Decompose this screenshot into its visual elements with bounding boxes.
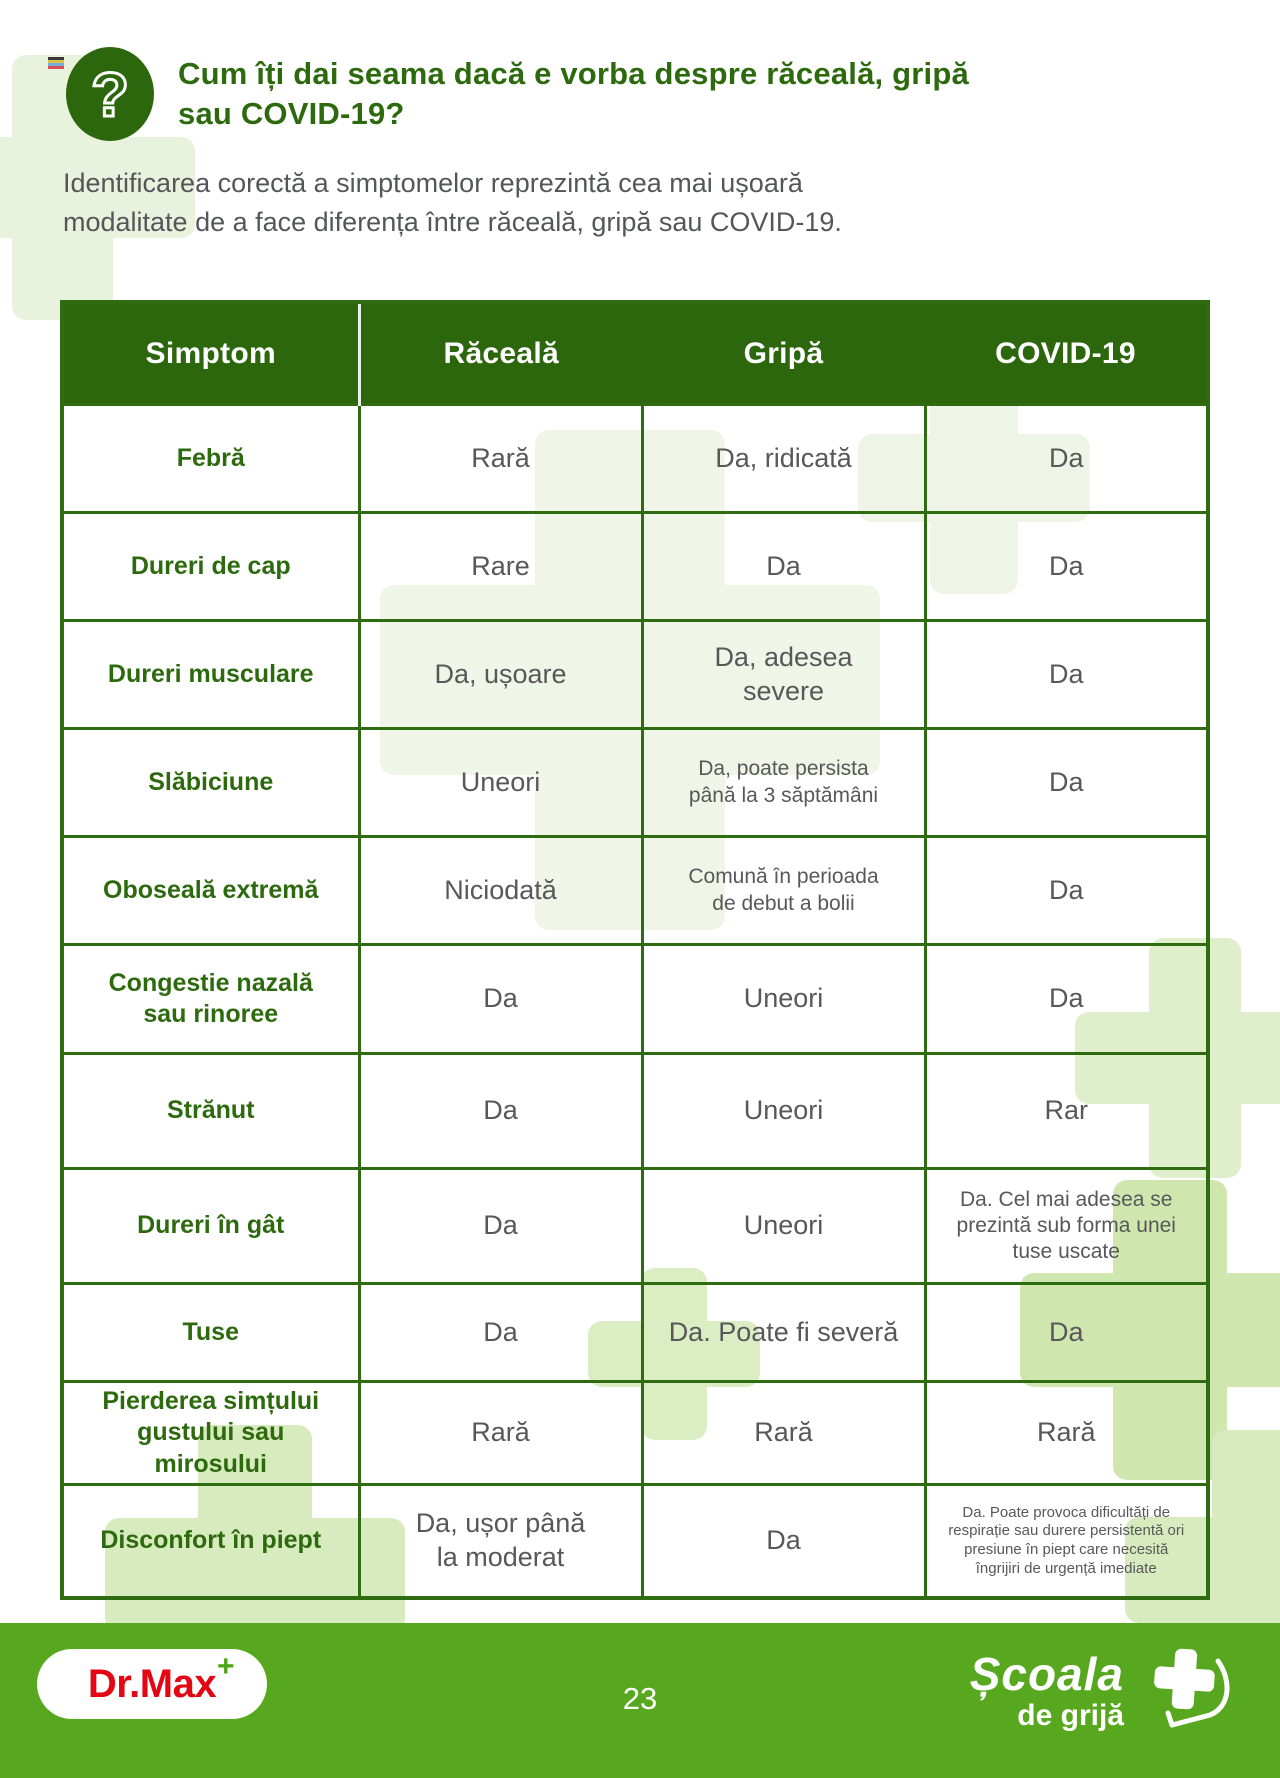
page-header: ? Cum îți dai seama dacă e vorba despre … bbox=[64, 46, 969, 147]
gripa-value: Da, poate persista până la 3 săptămâni bbox=[640, 727, 927, 838]
covid-value: Da bbox=[923, 1282, 1210, 1383]
table-row: Febră Rară Da, ridicată Da bbox=[60, 403, 1210, 514]
covid-value: Rară bbox=[923, 1380, 1210, 1486]
table-row: Strănut Da Uneori Rar bbox=[60, 1052, 1210, 1170]
scoala-logo-line1: Școala bbox=[969, 1648, 1124, 1700]
page-number: 23 bbox=[622, 1681, 658, 1716]
raceala-value: Rare bbox=[357, 511, 644, 622]
symptom-label: Pierderea simțului gustului sau mirosulu… bbox=[60, 1380, 361, 1486]
raceala-value: Da bbox=[357, 943, 644, 1055]
symptom-label: Dureri musculare bbox=[60, 619, 361, 730]
gripa-value: Uneori bbox=[640, 943, 927, 1055]
raceala-value: Da bbox=[357, 1282, 644, 1383]
gripa-value: Da bbox=[640, 1483, 927, 1600]
drmax-logo-text: Dr.Max + bbox=[87, 1649, 235, 1706]
gripa-value: Da. Poate fi severă bbox=[640, 1282, 927, 1383]
raceala-value: Rară bbox=[357, 403, 644, 514]
booklet-plus-icon bbox=[1154, 1648, 1230, 1728]
gripa-value: Da, ridicată bbox=[640, 403, 927, 514]
covid-value: Da bbox=[923, 511, 1210, 622]
column-header-simptom: Simptom bbox=[62, 302, 361, 405]
raceala-value: Da bbox=[357, 1167, 644, 1285]
scoala-logo-line2: de grijă bbox=[1017, 1699, 1124, 1732]
page-title: Cum îți dai seama dacă e vorba despre ră… bbox=[178, 54, 969, 134]
covid-value: Da. Cel mai adesea se prezintă sub forma… bbox=[923, 1167, 1210, 1285]
covid-value: Da bbox=[923, 727, 1210, 838]
color-calibration-mark bbox=[48, 57, 64, 69]
intro-line2: modalitate de a face diferența între răc… bbox=[63, 207, 842, 237]
scoala-de-grija-logo: Școala de grijă bbox=[970, 1645, 1230, 1737]
symptom-label: Dureri de cap bbox=[60, 511, 361, 622]
drmax-logo: Dr.Max + bbox=[37, 1649, 267, 1719]
column-header-raceala: Răceală bbox=[359, 302, 642, 405]
raceala-value: Da, ușoare bbox=[357, 619, 644, 730]
column-header-covid: COVID-19 bbox=[925, 302, 1208, 405]
table-row: Slăbiciune Uneori Da, poate persista pân… bbox=[60, 727, 1210, 838]
symptom-label: Dureri în gât bbox=[60, 1167, 361, 1285]
intro-line1: Identificarea corectă a simptomelor repr… bbox=[63, 168, 803, 198]
covid-value: Da. Poate provoca dificultăți de respira… bbox=[923, 1483, 1210, 1600]
symptom-label: Strănut bbox=[60, 1052, 361, 1170]
gripa-value: Uneori bbox=[640, 1052, 927, 1170]
table-row: Congestie nazală sau rinoree Da Uneori D… bbox=[60, 943, 1210, 1055]
column-header-gripa: Gripă bbox=[642, 302, 925, 405]
gripa-value: Uneori bbox=[640, 1167, 927, 1285]
gripa-value: Da, adesea severe bbox=[640, 619, 927, 730]
table-header-row: Simptom Răceală Gripă COVID-19 bbox=[62, 302, 1208, 405]
covid-value: Da bbox=[923, 403, 1210, 514]
table-row: Dureri musculare Da, ușoare Da, adesea s… bbox=[60, 619, 1210, 730]
question-glyph: ? bbox=[91, 61, 129, 130]
table-row: Pierderea simțului gustului sau mirosulu… bbox=[60, 1380, 1210, 1486]
gripa-value: Comună în perioada de debut a bolii bbox=[640, 835, 927, 946]
page-title-line1: Cum îți dai seama dacă e vorba despre ră… bbox=[178, 56, 969, 91]
symptom-label: Slăbiciune bbox=[60, 727, 361, 838]
raceala-value: Da, ușor până la moderat bbox=[357, 1483, 644, 1600]
intro-paragraph: Identificarea corectă a simptomelor repr… bbox=[63, 164, 1063, 242]
table-row: Dureri în gât Da Uneori Da. Cel mai ades… bbox=[60, 1167, 1210, 1285]
symptom-label: Febră bbox=[60, 403, 361, 514]
table-row: Tuse Da Da. Poate fi severă Da bbox=[60, 1282, 1210, 1383]
symptom-comparison-table: Simptom Răceală Gripă COVID-19 Febră Rar… bbox=[60, 300, 1210, 1600]
covid-value: Da bbox=[923, 943, 1210, 1055]
footer-bar: Dr.Max + 23 Școala de grijă bbox=[0, 1623, 1280, 1778]
gripa-value: Rară bbox=[640, 1380, 927, 1486]
symptom-label: Tuse bbox=[60, 1282, 361, 1383]
table-row: Oboseală extremă Niciodată Comună în per… bbox=[60, 835, 1210, 946]
gripa-value: Da bbox=[640, 511, 927, 622]
raceala-value: Rară bbox=[357, 1380, 644, 1486]
symptom-label: Oboseală extremă bbox=[60, 835, 361, 946]
page-title-line2: sau COVID-19? bbox=[178, 96, 405, 131]
drmax-plus-icon: + bbox=[217, 1649, 235, 1683]
table-row: Dureri de cap Rare Da Da bbox=[60, 511, 1210, 622]
covid-value: Rar bbox=[923, 1052, 1210, 1170]
raceala-value: Niciodată bbox=[357, 835, 644, 946]
covid-value: Da bbox=[923, 835, 1210, 946]
question-mark-icon: ? bbox=[64, 46, 156, 147]
covid-value: Da bbox=[923, 619, 1210, 730]
raceala-value: Uneori bbox=[357, 727, 644, 838]
raceala-value: Da bbox=[357, 1052, 644, 1170]
symptom-label: Disconfort în piept bbox=[60, 1483, 361, 1600]
table-row: Disconfort în piept Da, ușor până la mod… bbox=[60, 1483, 1210, 1600]
symptom-label: Congestie nazală sau rinoree bbox=[60, 943, 361, 1055]
